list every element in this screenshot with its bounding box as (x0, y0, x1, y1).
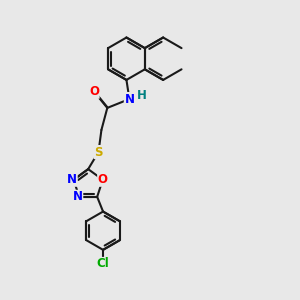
Text: H: H (137, 89, 147, 102)
Text: S: S (94, 146, 103, 159)
Text: O: O (89, 85, 99, 98)
Text: N: N (73, 190, 83, 203)
Text: Cl: Cl (97, 257, 110, 271)
Text: N: N (67, 173, 77, 186)
Text: N: N (124, 93, 134, 106)
Text: O: O (98, 173, 108, 186)
